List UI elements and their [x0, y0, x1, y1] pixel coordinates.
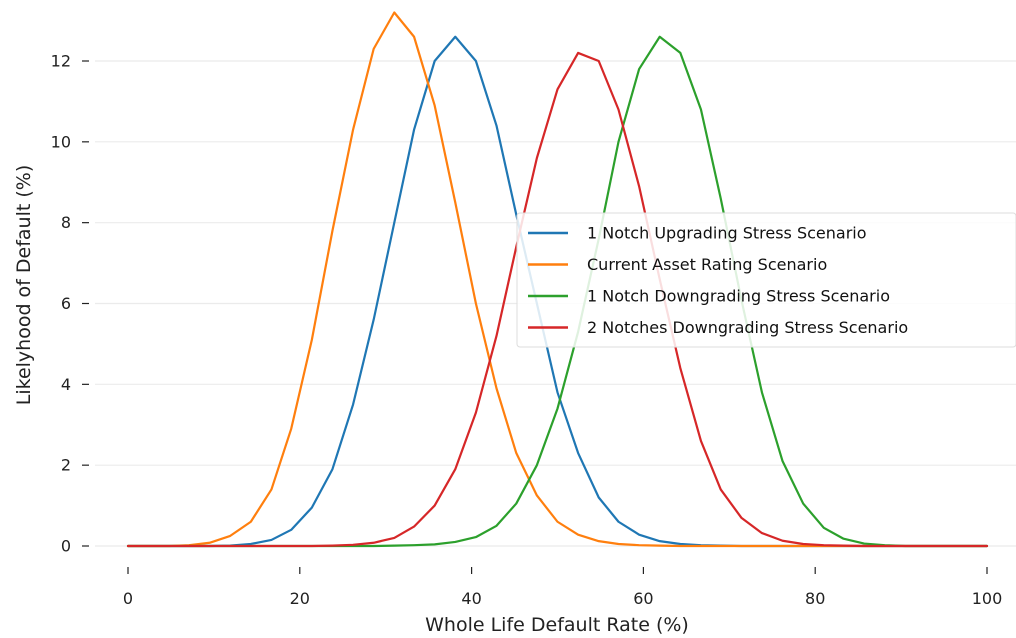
- x-tick-label: 40: [461, 589, 481, 608]
- legend-label: 1 Notch Upgrading Stress Scenario: [587, 224, 867, 243]
- y-tick-label: 4: [61, 375, 71, 394]
- y-tick-label: 6: [61, 294, 71, 313]
- series-lines: [126, 11, 989, 548]
- y-axis-label: Likelyhood of Default (%): [13, 165, 35, 406]
- x-tick-label: 20: [290, 589, 310, 608]
- legend-label: 2 Notches Downgrading Stress Scenario: [587, 318, 908, 337]
- legend-box: [516, 212, 1016, 348]
- legend: 1 Notch Upgrading Stress Scenario Current…: [516, 212, 1016, 348]
- series-line-4: [126, 51, 989, 548]
- legend-label: 1 Notch Downgrading Stress Scenario: [587, 287, 890, 306]
- y-tick-label: 8: [61, 213, 71, 232]
- x-tick-label: 60: [633, 589, 653, 608]
- x-tick-label: 80: [805, 589, 825, 608]
- x-axis-ticks: 0 20 40 60 80 100: [123, 567, 1002, 608]
- y-axis-ticks: 0 2 4 6 8 10 12: [51, 52, 89, 556]
- x-axis-label: Whole Life Default Rate (%): [425, 614, 689, 636]
- legend-label: Current Asset Rating Scenario: [587, 255, 827, 274]
- y-tick-label: 12: [51, 52, 71, 71]
- y-tick-label: 0: [61, 537, 71, 556]
- y-tick-label: 10: [51, 132, 71, 151]
- x-tick-label: 0: [123, 589, 133, 608]
- y-tick-label: 2: [61, 456, 71, 475]
- x-tick-label: 100: [972, 589, 1003, 608]
